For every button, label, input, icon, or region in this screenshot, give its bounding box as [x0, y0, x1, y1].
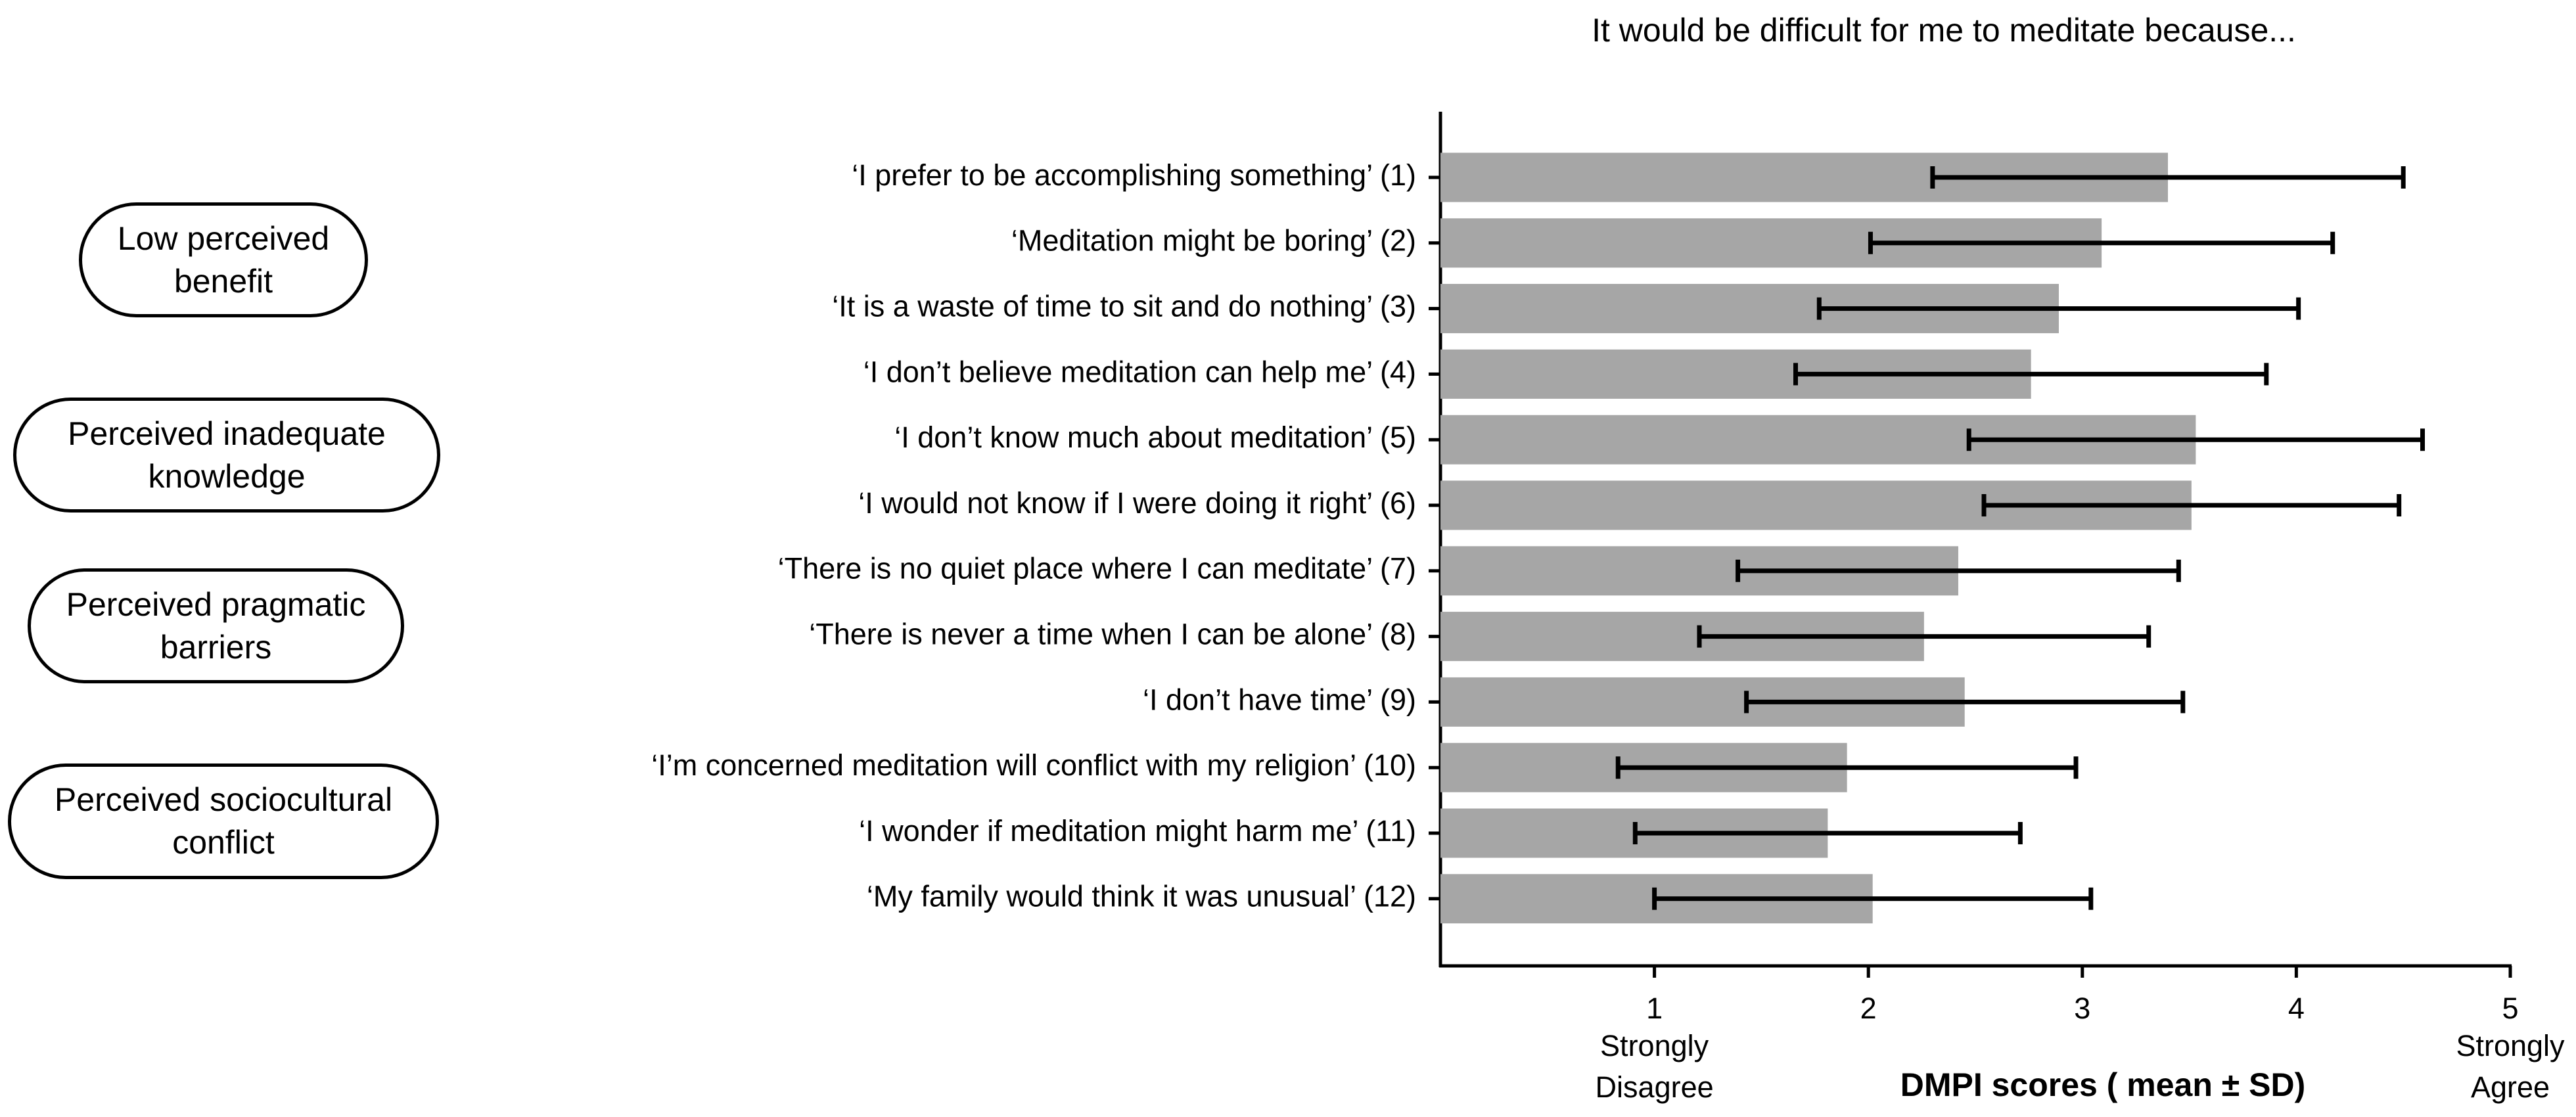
error-bar	[1868, 231, 2335, 254]
x-tick-label: 4	[2288, 992, 2305, 1025]
x-tick-label: 2	[1860, 992, 1877, 1025]
error-bar	[1697, 625, 2151, 648]
error-bar	[1966, 428, 2425, 451]
error-bar	[1930, 166, 2406, 189]
y-tick-label: ‘It is a waste of time to sit and do not…	[832, 289, 1416, 323]
error-bar	[1615, 756, 2079, 779]
x-tick-label: 3	[2074, 992, 2090, 1025]
y-tick-label: ‘I would not know if I were doing it rig…	[858, 486, 1416, 520]
error-bar	[1652, 887, 2094, 910]
group-label: Perceived sociocultural conflict	[8, 764, 439, 879]
axis-annotation: Strongly Disagree	[1595, 1029, 1714, 1104]
y-tick-label: ‘I wonder if meditation might harm me’ (…	[859, 814, 1416, 848]
y-tick-label: ‘My family would think it was unusual’ (…	[867, 880, 1416, 913]
x-tick-label: 1	[1646, 992, 1663, 1025]
error-bar	[1793, 363, 2269, 386]
y-tick-label: ‘There is never a time when I can be alo…	[809, 617, 1416, 650]
y-tick-label: ‘I don’t know much about meditation’ (5)	[894, 421, 1416, 454]
error-bar	[1744, 691, 2186, 714]
error-bar	[1632, 822, 2023, 844]
y-tick-label: ‘Meditation might be boring’ (2)	[1011, 224, 1416, 258]
x-axis-label: DMPI scores ( mean ± SD)	[1900, 1066, 2306, 1103]
y-tick-label: ‘I don’t have time’ (9)	[1143, 683, 1416, 716]
axis-annotation: Strongly Agree	[2456, 1029, 2565, 1104]
error-bar	[1816, 297, 2301, 320]
error-bar	[1981, 494, 2402, 516]
error-bar	[1736, 559, 2181, 582]
y-tick-label: ‘There is no quiet place where I can med…	[778, 552, 1416, 585]
y-tick-label: ‘I’m concerned meditation will conflict …	[651, 748, 1416, 782]
y-tick-label: ‘I prefer to be accomplishing something’…	[852, 158, 1416, 192]
x-tick-label: 5	[2502, 992, 2518, 1025]
group-label: Perceived inadequate knowledge	[13, 398, 440, 513]
chart-title: It would be difficult for me to meditate…	[1592, 12, 2296, 49]
y-tick-label: ‘I don’t believe meditation can help me’…	[863, 355, 1416, 388]
group-label: Low perceived benefit	[79, 202, 368, 317]
group-label: Perceived pragmatic barriers	[28, 568, 404, 683]
